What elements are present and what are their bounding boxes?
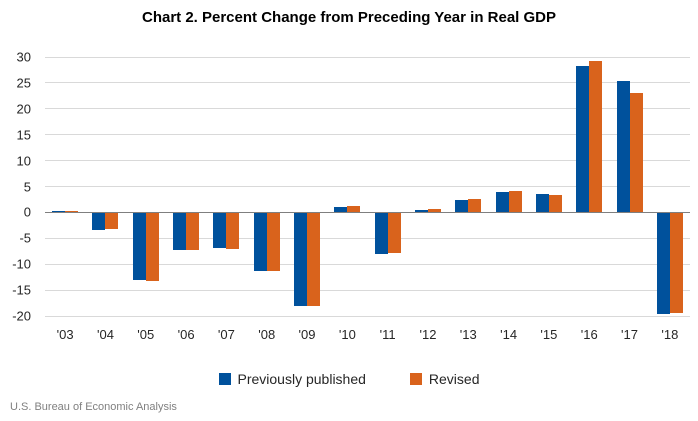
x-axis-tick-label: '14 xyxy=(500,327,518,342)
bar-revised-15 xyxy=(548,195,562,213)
y-axis-tick-label: 5 xyxy=(23,179,31,194)
y-gridline xyxy=(45,289,690,291)
bar-revised-14 xyxy=(508,190,522,213)
bar-previously-published-03 xyxy=(52,210,66,213)
legend-label-revised: Revised xyxy=(428,371,480,387)
zero-axis-line xyxy=(45,211,690,213)
bar-revised-03 xyxy=(65,210,79,213)
bar-revised-05 xyxy=(145,212,159,281)
chart-title: Chart 2. Percent Change from Preceding Y… xyxy=(141,9,557,26)
bar-previously-published-15 xyxy=(535,194,549,213)
bar-previously-published-17 xyxy=(616,80,630,213)
x-axis-tick-label: '17 xyxy=(621,327,639,342)
x-axis-tick-label: '15 xyxy=(540,327,558,342)
bar-previously-published-14 xyxy=(495,192,509,213)
bar-revised-09 xyxy=(307,212,321,306)
x-axis-tick-label: '12 xyxy=(419,327,437,342)
bar-revised-18 xyxy=(669,212,683,314)
y-axis-tick-label: 30 xyxy=(16,49,31,65)
bar-revised-04 xyxy=(105,212,119,229)
y-axis-tick-label: 0 xyxy=(23,204,31,220)
x-axis-tick-label: '04 xyxy=(96,327,114,342)
y-axis-tick-label: -20 xyxy=(12,308,31,324)
x-axis-tick-label: '13 xyxy=(459,327,477,342)
x-axis-tick-label: '09 xyxy=(298,327,316,342)
bar-previously-published-11 xyxy=(374,212,388,254)
bar-previously-published-08 xyxy=(253,212,267,271)
x-axis-tick-label: '03 xyxy=(56,327,74,342)
y-axis-tick-label: 10 xyxy=(16,153,31,169)
bar-revised-13 xyxy=(468,198,482,213)
x-axis-tick-label: '05 xyxy=(137,327,155,342)
y-gridline xyxy=(45,237,690,239)
y-axis-tick-label: -10 xyxy=(12,256,31,272)
bar-previously-published-18 xyxy=(656,212,670,315)
bar-revised-16 xyxy=(589,60,603,213)
bar-previously-published-05 xyxy=(132,212,146,280)
bar-previously-published-13 xyxy=(455,200,469,213)
y-gridline xyxy=(45,134,690,136)
y-axis-tick-label: 15 xyxy=(16,127,31,143)
bar-revised-07 xyxy=(226,212,240,249)
bar-revised-06 xyxy=(186,212,200,250)
x-axis-tick-label: '08 xyxy=(258,327,276,342)
source-attribution: U.S. Bureau of Economic Analysis xyxy=(10,401,177,413)
y-axis-tick-label: 20 xyxy=(16,101,31,117)
x-axis-tick-label: '16 xyxy=(580,327,598,342)
y-axis-tick-label: -15 xyxy=(12,282,31,298)
bar-revised-08 xyxy=(266,212,280,271)
bar-revised-10 xyxy=(347,205,361,213)
bar-previously-published-04 xyxy=(92,212,106,230)
previously-published-swatch-icon xyxy=(218,373,231,385)
y-gridline xyxy=(45,263,690,265)
y-gridline xyxy=(45,315,690,317)
bar-previously-published-06 xyxy=(173,212,187,250)
bar-revised-12 xyxy=(427,208,441,213)
x-axis-tick-label: '11 xyxy=(379,327,396,342)
x-axis-tick-label: '07 xyxy=(217,327,235,342)
y-axis-tick-label: 25 xyxy=(16,75,31,91)
legend-item-revised: Revised xyxy=(409,371,480,387)
y-axis-tick-label: -5 xyxy=(19,230,31,246)
x-axis-tick-label: '18 xyxy=(661,327,679,342)
legend: Previously published Revised xyxy=(0,371,698,387)
y-gridline xyxy=(45,160,690,162)
y-gridline xyxy=(45,56,690,58)
x-axis-tick-label: '10 xyxy=(338,327,356,342)
bar-previously-published-12 xyxy=(414,210,428,213)
bar-previously-published-07 xyxy=(213,212,227,248)
y-gridline xyxy=(45,82,690,84)
plot-area: '03 '04 '05 '06 '07 '08 '09 '10 '11 '12 '13 '14 '15 '… xyxy=(45,56,690,342)
bar-previously-published-16 xyxy=(576,66,590,213)
legend-label-previously-published: Previously published xyxy=(237,371,366,387)
legend-item-previously-published: Previously published xyxy=(218,371,366,387)
y-gridline xyxy=(45,186,690,187)
bar-revised-11 xyxy=(387,212,401,254)
y-gridline xyxy=(45,108,690,110)
x-axis-tick-label: '06 xyxy=(177,327,195,342)
revised-swatch-icon xyxy=(409,373,422,385)
y-axis: 30 25 20 15 10 5 0 -5 -10 -15 -20 xyxy=(0,51,31,323)
bar-previously-published-09 xyxy=(294,212,308,306)
bar-previously-published-10 xyxy=(334,206,348,213)
bar-revised-17 xyxy=(629,93,643,213)
